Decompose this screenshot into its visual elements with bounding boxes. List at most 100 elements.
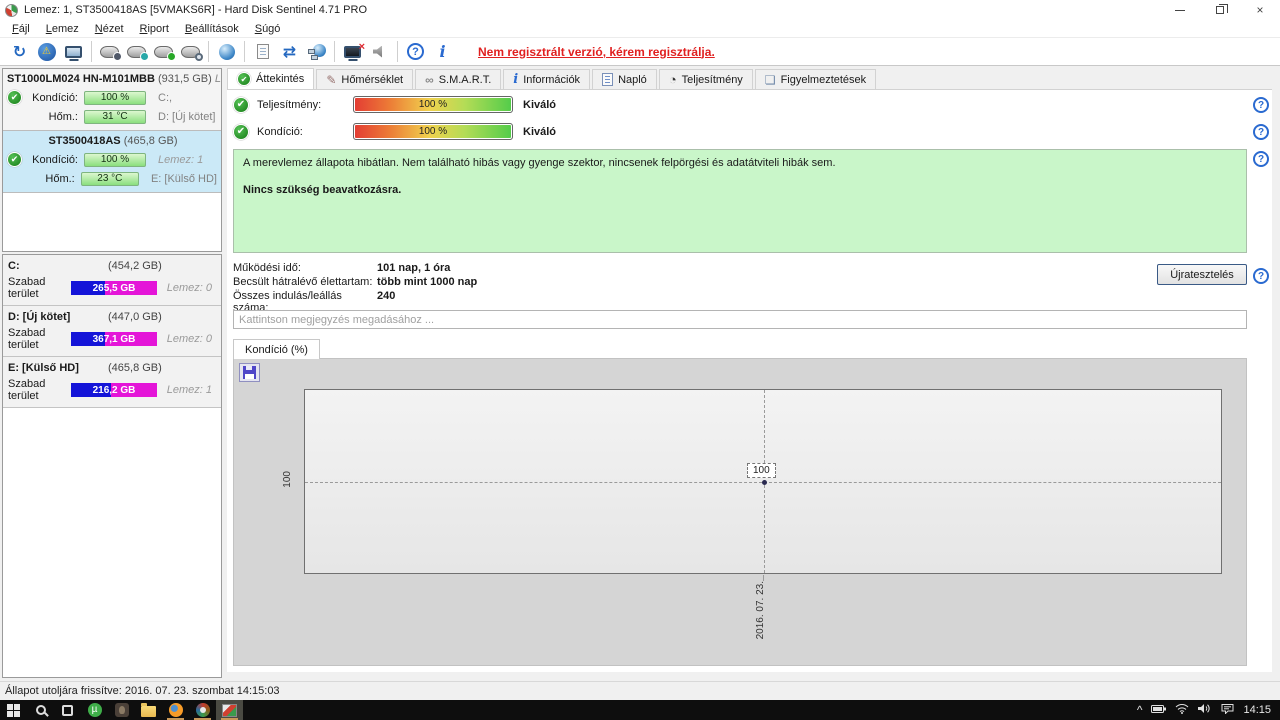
condition-label: Kondíció: [32,91,78,104]
chart-tab-condition[interactable]: Kondíció (%) [233,339,320,359]
alert-icon[interactable]: ⚠ [33,40,60,64]
file-explorer-button[interactable] [135,700,162,720]
browser-button[interactable] [189,700,216,720]
window-title: Lemez: 1, ST3500418AS [5VMAKS6R] - Hard … [24,4,367,16]
condition-row: ✔ Kondíció: 100 % Kiváló [233,123,556,140]
globe-disk-icon[interactable] [213,40,240,64]
report-icon[interactable] [249,40,276,64]
disk-clock-icon[interactable] [123,40,150,64]
hdsentinel-app-icon [222,703,237,717]
restore-button[interactable] [1200,0,1240,20]
menu-view[interactable]: Nézet [94,22,124,35]
start-button[interactable] [0,700,27,720]
tab-log[interactable]: Napló [592,69,657,89]
unregistered-version-link[interactable]: Nem regisztrált verzió, kérem regisztrál… [478,44,715,59]
gauge-icon: ◔ [668,72,677,87]
disk-list-panel: ST1000LM024 HN-M101MBB (931,5 GB) Le ✔ K… [2,68,222,252]
volume-icon[interactable] [1198,703,1212,717]
temperature-label: Hőm.: [48,110,78,123]
comment-input[interactable] [233,310,1247,329]
battery-icon[interactable] [1151,704,1167,717]
menu-report[interactable]: Riport [139,22,169,35]
toolbar-separator [208,41,209,62]
disk-card-st1000[interactable]: ST1000LM024 HN-M101MBB (931,5 GB) Le ✔ K… [3,69,221,131]
partition-card-e[interactable]: E: [Külső HD] (465,8 GB) Szabad terület … [3,357,221,408]
wifi-icon[interactable] [1175,703,1189,717]
tab-performance[interactable]: ◔ Teljesítmény [658,69,753,89]
app-icon-dark[interactable] [108,700,135,720]
title-bar: Lemez: 1, ST3500418AS [5VMAKS6R] - Hard … [0,0,1280,20]
free-space-bar: 367,1 GB [71,332,157,346]
retest-button[interactable]: Újratesztelés [1157,264,1247,285]
disk-number: Lemez: 1 [158,153,204,166]
disk-card-st3500-selected[interactable]: ST3500418AS (465,8 GB) ✔ Kondíció: 100 %… [3,131,221,193]
free-space-label: Szabad terület [8,276,46,300]
info-icon[interactable]: i [439,42,446,61]
dark-app-icon [114,703,129,717]
tab-temperature[interactable]: ✎ Hőmérséklet [316,69,414,89]
speaker-icon[interactable] [366,40,393,64]
help-icon[interactable]: ? [1253,124,1269,140]
search-button[interactable] [27,700,54,720]
partition-card-d[interactable]: D: [Új kötet] (447,0 GB) Szabad terület … [3,306,221,357]
minimize-icon [1175,9,1185,11]
monitor-error-icon[interactable]: × [339,40,366,64]
disk-size: (931,5 GB) [158,73,212,85]
menu-help[interactable]: Súgó [254,22,281,35]
menu-file[interactable]: Fájl [12,22,30,35]
menu-disk[interactable]: Lemez [45,22,79,35]
tab-information[interactable]: i Információk [503,69,591,89]
toolbar-separator [91,41,92,62]
condition-bar: 100 % [84,90,146,105]
help-icon[interactable]: ? [402,40,429,64]
partition-name: D: [Új kötet] [8,311,71,323]
app-icon-green[interactable]: µ [81,700,108,720]
help-icon[interactable]: ? [1253,97,1269,113]
performance-bar: 100 % [353,96,513,113]
browser-icon [195,703,210,717]
partition-size: (454,2 GB) [108,260,162,272]
disk-size: (465,8 GB) [123,135,178,147]
floppy-icon [243,366,256,379]
tray-overflow-chevron[interactable]: ^ [1136,703,1143,717]
sync-icon[interactable]: ⇄ [282,43,297,61]
firefox-icon [168,703,183,717]
status-ok-icon: ✔ [233,96,249,113]
partition-letter: C:, [158,91,173,104]
log-icon [602,73,614,86]
task-view-icon [62,704,73,716]
tab-smart[interactable]: ∞ S.M.A.R.T. [415,69,502,89]
lifetime-row: Becsült hátralévő élettartam: több mint … [233,276,478,288]
main-tab-bar: ✔ Áttekintés ✎ Hőmérséklet ∞ S.M.A.R.T. i In… [227,68,877,89]
disk-search-icon[interactable] [177,40,204,64]
action-center-icon[interactable] [1221,703,1234,717]
tab-overview[interactable]: ✔ Áttekintés [227,68,315,89]
partition-card-c[interactable]: C: (454,2 GB) Szabad terület 265,5 GB Le… [3,255,221,306]
condition-rating: Kiváló [523,125,557,138]
partition-size: (465,8 GB) [108,362,162,374]
disk-check-icon[interactable] [150,40,177,64]
taskbar-clock[interactable]: 14:15 [1243,704,1271,716]
close-button[interactable]: × [1256,3,1264,17]
save-chart-button[interactable] [239,363,260,382]
minimize-button[interactable] [1160,0,1200,20]
help-icon[interactable]: ? [1253,268,1269,284]
disk-extra: Le [214,73,221,85]
disk-number: Lemez: 0 [166,282,212,294]
refresh-icon[interactable]: ↻ [12,43,27,61]
disk-gauge-icon[interactable] [96,40,123,64]
help-icon[interactable]: ? [1253,151,1269,167]
tab-alerts[interactable]: ❏ Figyelmeztetések [754,69,877,89]
performance-row: ✔ Teljesítmény: 100 % Kiváló [233,96,556,113]
free-space-bar: 265,5 GB [71,281,157,295]
disk-name: ST1000LM024 HN-M101MBB [7,73,155,85]
hdsentinel-taskbar-button[interactable] [216,700,243,720]
disk-number: Lemez: 1 [166,384,212,396]
health-status-box: A merevlemez állapota hibátlan. Nem talá… [233,149,1247,253]
menu-settings[interactable]: Beállítások [184,22,239,35]
network-icon[interactable] [303,40,330,64]
status-ok-icon: ✔ [233,123,249,140]
monitor-icon[interactable] [60,40,87,64]
task-view-button[interactable] [54,700,81,720]
firefox-button[interactable] [162,700,189,720]
